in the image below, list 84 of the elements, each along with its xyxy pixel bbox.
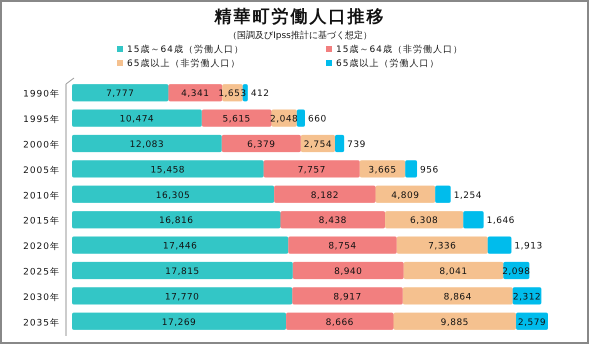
legend-label: 65歳以上（労働人口）: [336, 58, 440, 69]
bar: [202, 109, 272, 127]
data-label: 16,816: [158, 216, 194, 226]
legend-label: 15歳～64歳（非労働人口）: [336, 44, 463, 55]
bar: [334, 134, 344, 152]
data-label: 12,083: [130, 140, 164, 150]
data-label: 7,777: [106, 89, 134, 100]
data-label: 4,341: [181, 89, 210, 100]
data-label: 8,041: [439, 267, 468, 277]
bar: [72, 84, 168, 102]
bar: [376, 186, 436, 203]
data-label: 8,754: [328, 242, 357, 252]
bar: [393, 312, 516, 330]
y-tick-label: 1995年: [23, 114, 60, 126]
data-label: 2,579: [518, 318, 546, 328]
y-tick-label: 2015年: [23, 216, 60, 227]
legend-label: 65歳以上（非労働人口）: [127, 58, 240, 69]
data-label: 17,770: [164, 292, 200, 302]
bar: [288, 236, 397, 254]
data-label: 7,336: [428, 242, 456, 252]
bar: [404, 262, 504, 280]
bar: [296, 109, 306, 127]
data-label: 15,458: [150, 165, 186, 176]
data-label: 10,474: [120, 114, 154, 125]
bar: [274, 186, 376, 203]
bar: [72, 109, 202, 127]
bar: [72, 287, 292, 305]
bar: [72, 134, 222, 152]
bar: [488, 236, 512, 254]
y-tick-label: 2005年: [23, 164, 60, 176]
chart-title: 精華町労働人口推移: [214, 7, 386, 27]
data-label: 8,438: [318, 216, 347, 226]
bar: [286, 312, 394, 330]
y-tick-label: 1990年: [23, 88, 60, 100]
bar: [435, 186, 451, 203]
bar: [292, 287, 403, 305]
data-label: 17,269: [162, 318, 196, 328]
y-tick-label: 2010年: [23, 190, 60, 202]
chart-subtitle: （国調及びIpss推計に基づく想定）: [228, 30, 372, 41]
bar: [463, 211, 484, 228]
data-label: 1,913: [514, 242, 543, 252]
bar: [72, 160, 264, 178]
data-label: 739: [347, 140, 366, 150]
y-tick-label: 2030年: [23, 292, 60, 303]
data-label: 660: [308, 114, 327, 125]
data-label: 8,666: [326, 318, 354, 328]
bar: [264, 160, 360, 178]
data-label: 1,646: [486, 216, 515, 226]
data-label: 2,312: [512, 292, 542, 302]
bar: [280, 211, 386, 228]
data-label: 8,940: [334, 267, 362, 277]
data-label: 1,254: [454, 190, 482, 201]
data-label: 9,885: [440, 318, 469, 328]
data-label: 8,917: [333, 292, 362, 302]
data-label: 412: [250, 89, 270, 100]
data-label: 17,446: [162, 242, 198, 252]
bar: [72, 211, 280, 228]
legend-label: 15歳～64歳（労働人口）: [127, 44, 244, 55]
data-label: 7,757: [298, 165, 326, 176]
bar: [222, 134, 301, 152]
y-tick-label: 2035年: [23, 317, 60, 328]
data-label: 4,809: [391, 190, 420, 201]
bar: [385, 211, 464, 228]
bar: [72, 186, 274, 203]
data-label: 3,665: [368, 165, 397, 176]
data-label: 17,815: [165, 267, 200, 277]
y-tick-label: 2020年: [23, 241, 60, 252]
data-label: 956: [420, 165, 439, 176]
y-tick-label: 2025年: [23, 266, 60, 278]
data-label: 8,864: [444, 292, 472, 302]
bar: [405, 160, 418, 178]
data-label: 6,379: [247, 140, 276, 150]
data-label: 16,305: [156, 190, 190, 201]
bar: [72, 312, 286, 330]
data-label: 2,754: [304, 140, 332, 150]
bar: [72, 236, 288, 254]
y-tick-label: 2000年: [23, 140, 60, 150]
data-label: 6,308: [410, 216, 438, 226]
data-label: 5,615: [222, 114, 251, 125]
data-label: 8,182: [310, 190, 339, 201]
bar: [292, 262, 404, 280]
bar: [396, 236, 488, 254]
bar: [402, 287, 513, 305]
bar: [72, 262, 293, 280]
